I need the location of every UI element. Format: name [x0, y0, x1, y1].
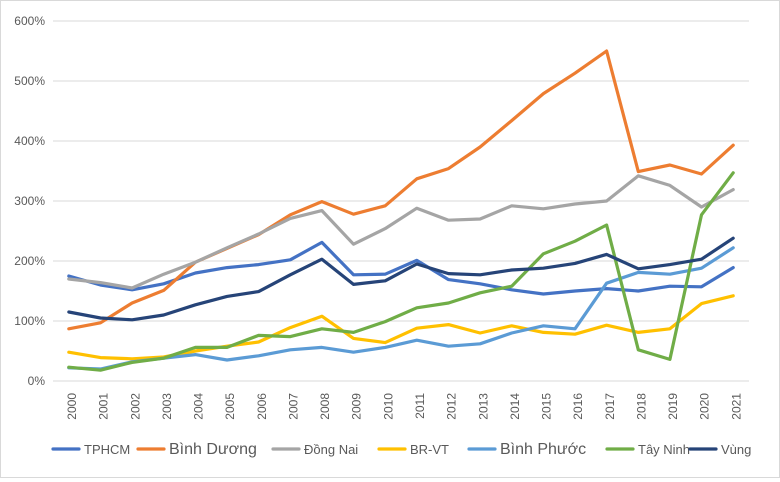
x-tick-label: 2019 [666, 393, 680, 420]
grid-lines [53, 20, 749, 382]
x-tick-label: 2004 [192, 393, 206, 420]
x-tick-label: 2003 [160, 393, 174, 420]
legend-label: Bình Dương [169, 441, 257, 458]
x-tick-label: 2002 [128, 393, 142, 420]
legend-label: Tây Ninh [638, 442, 690, 457]
series-line-4 [67, 246, 735, 371]
legend-label: Bình Phước [500, 441, 586, 458]
series-line-5 [67, 171, 735, 372]
y-tick-label: 300% [14, 194, 45, 208]
legend-label: TPHCM [84, 442, 130, 457]
x-tick-label: 2001 [97, 393, 111, 420]
legend-label: Đồng Nai [304, 442, 358, 457]
series-line-1 [67, 49, 735, 331]
x-tick-label: 2006 [255, 393, 269, 420]
x-tick-label: 2011 [413, 393, 427, 419]
series-line-6 [67, 236, 735, 322]
x-tick-label: 2009 [350, 393, 364, 420]
x-tick-label: 2017 [603, 393, 617, 420]
x-tick-label: 2000 [65, 393, 79, 420]
y-tick-label: 400% [14, 134, 45, 148]
x-tick-label: 2013 [476, 393, 490, 420]
series-lines [67, 49, 735, 372]
x-tick-label: 2012 [445, 393, 459, 420]
legend: TPHCM Bình Dương Đồng Nai BR-VT Bình Phước Tâ… [51, 441, 751, 458]
x-axis-tick-labels: 2000 2001 2002 2003 2004 2005 2006 2007 2008 2009… [65, 393, 743, 420]
x-tick-label: 2014 [508, 393, 522, 420]
x-tick-label: 2018 [634, 393, 648, 420]
y-tick-label: 100% [14, 314, 45, 328]
x-tick-label: 2010 [381, 393, 395, 420]
x-tick-label: 2021 [729, 393, 743, 420]
x-tick-label: 2015 [540, 393, 554, 420]
y-tick-label: 0% [28, 374, 46, 388]
series-line-2 [67, 174, 735, 290]
legend-label: BR-VT [410, 442, 449, 457]
x-tick-label: 2020 [698, 393, 712, 420]
x-tick-label: 2016 [571, 393, 585, 420]
x-tick-label: 2008 [318, 393, 332, 420]
y-tick-label: 500% [14, 74, 45, 88]
x-tick-label: 2007 [286, 393, 300, 420]
y-tick-label: 200% [14, 254, 45, 268]
legend-label: Vùng [721, 442, 751, 457]
y-axis-tick-labels: 0% 100% 200% 300% 400% 500% 600% [14, 14, 45, 388]
x-tick-label: 2005 [223, 393, 237, 420]
y-tick-label: 600% [14, 14, 45, 28]
